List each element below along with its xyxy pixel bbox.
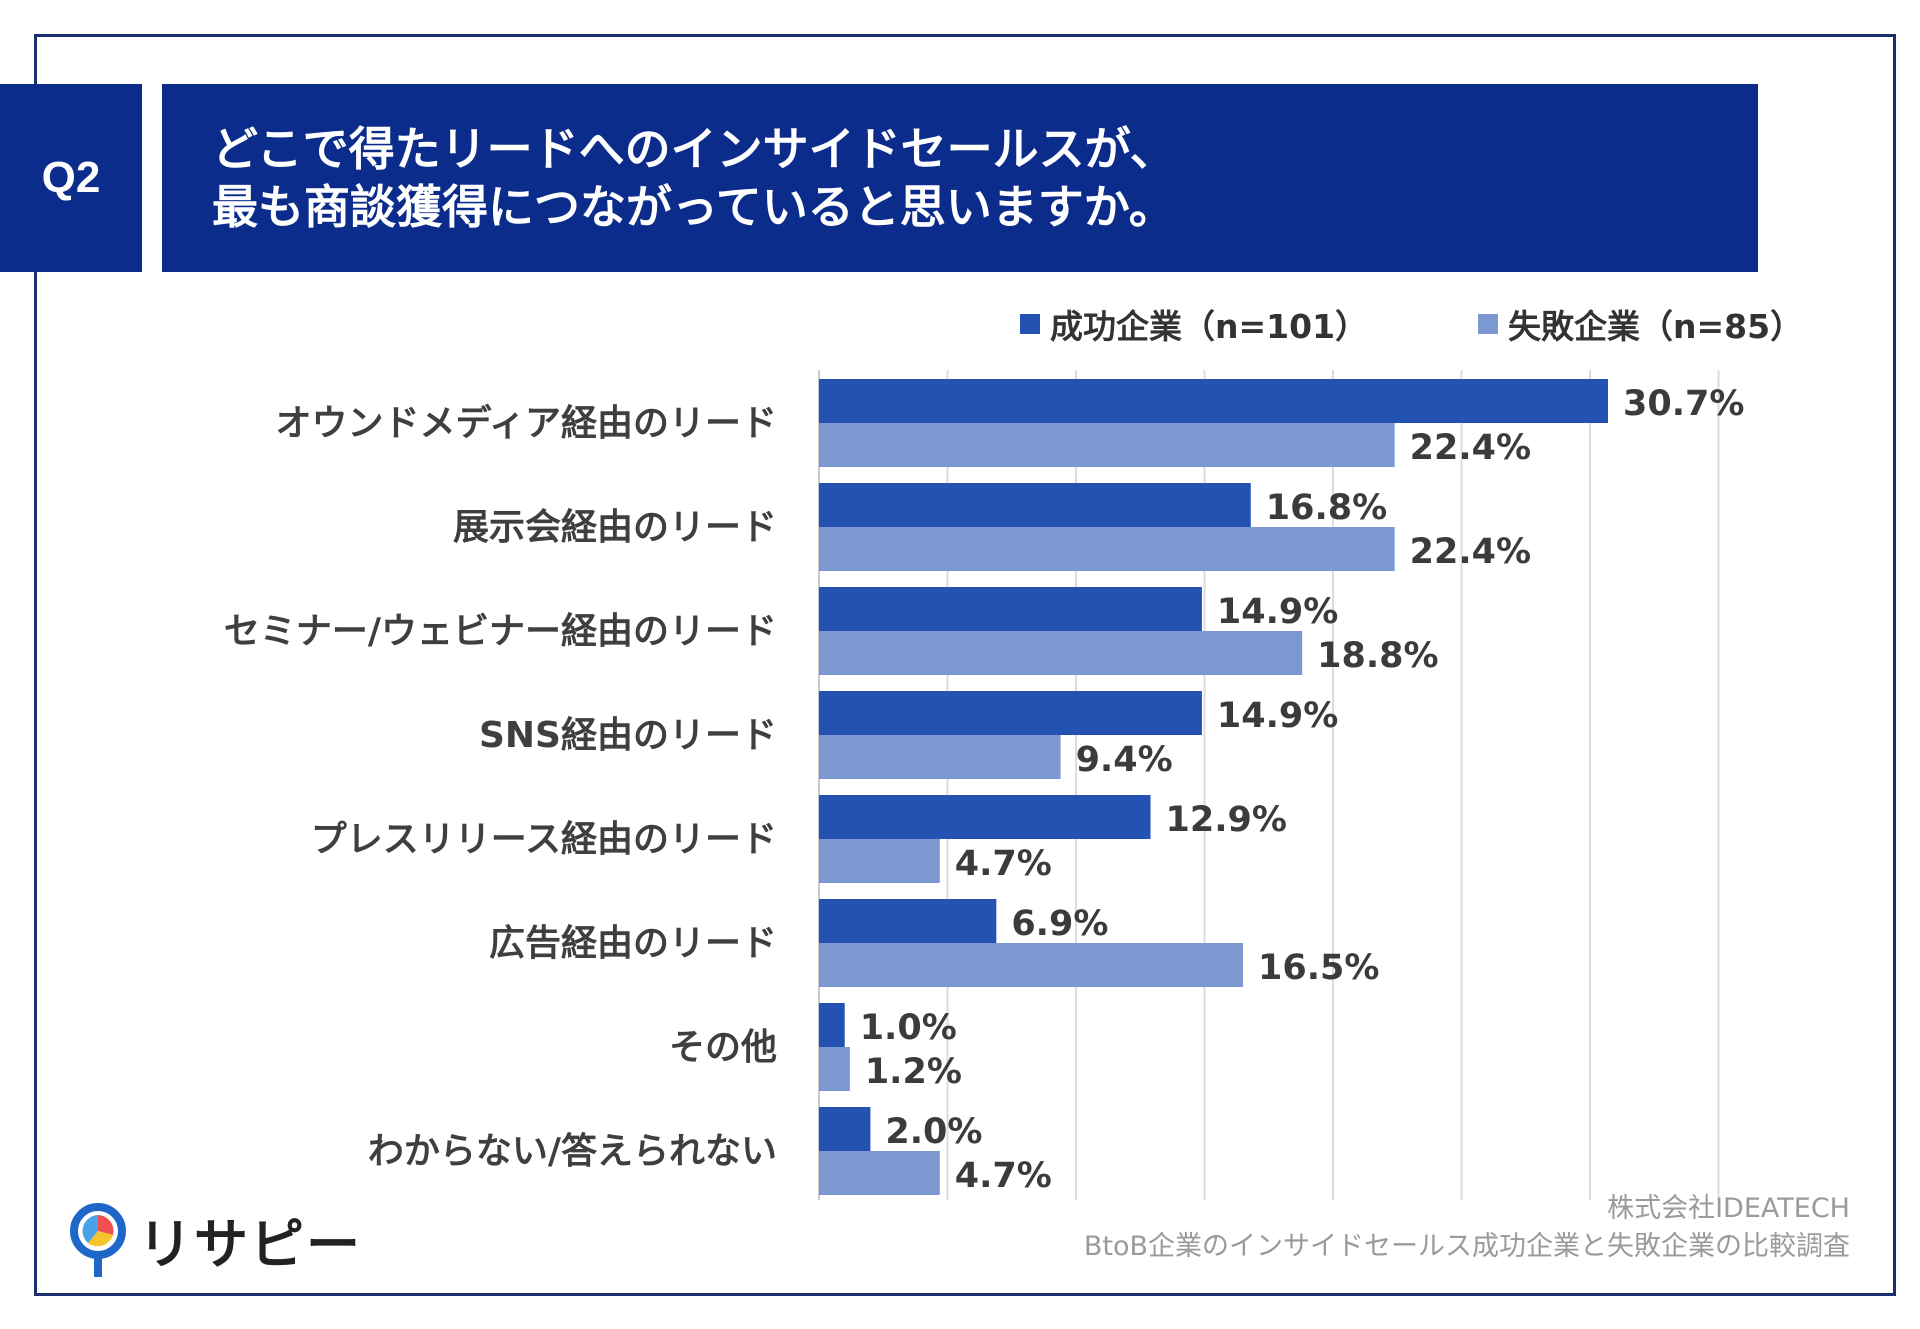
category-label-3: SNS経由のリード xyxy=(479,715,777,756)
data-label-s1-c5: 16.5% xyxy=(1258,948,1379,988)
legend-item-failure: 失敗企業（n=85） xyxy=(1478,300,1803,348)
legend-label-success: 成功企業（n=101） xyxy=(1050,307,1369,346)
bar-s1-c7 xyxy=(819,1151,940,1195)
title-line-2: 最も商談獲得につながっていると思いますか。 xyxy=(212,180,1175,234)
category-label-0: オウンドメディア経由のリード xyxy=(276,402,777,444)
bar-s0-c2 xyxy=(819,587,1202,631)
bar-s1-c3 xyxy=(819,735,1061,779)
source-company: 株式会社IDEATECH xyxy=(1607,1193,1850,1224)
source-note: 株式会社IDEATECH BtoB企業のインサイドセールス成功企業と失敗企業の比… xyxy=(1084,1190,1850,1266)
bar-s1-c5 xyxy=(819,943,1244,987)
bar-s0-c4 xyxy=(819,795,1151,839)
bar-s0-c3 xyxy=(819,691,1202,735)
logo-text: リサピー xyxy=(138,1213,362,1276)
bar-s0-c0 xyxy=(819,379,1608,423)
question-badge: Q2 xyxy=(0,84,142,272)
legend-item-success: 成功企業（n=101） xyxy=(1020,300,1368,348)
question-number: Q2 xyxy=(41,153,101,202)
data-label-s1-c7: 4.7% xyxy=(955,1156,1052,1196)
data-label-s0-c6: 1.0% xyxy=(860,1008,957,1048)
bar-s0-c6 xyxy=(819,1003,845,1047)
data-label-s0-c4: 12.9% xyxy=(1166,800,1287,840)
data-label-s0-c3: 14.9% xyxy=(1217,696,1338,736)
bar-s1-c2 xyxy=(819,631,1303,675)
bar-s1-c4 xyxy=(819,839,940,883)
bar-s0-c5 xyxy=(819,899,997,943)
legend-swatch-failure xyxy=(1478,314,1499,334)
category-label-4: プレスリリース経由のリード xyxy=(311,819,777,860)
data-label-s0-c1: 16.8% xyxy=(1266,488,1387,528)
chart-legend: 成功企業（n=101） 失敗企業（n=85） xyxy=(1020,300,1803,348)
data-label-s0-c5: 6.9% xyxy=(1011,904,1108,944)
data-label-s0-c2: 14.9% xyxy=(1217,592,1338,632)
category-label-6: その他 xyxy=(669,1027,777,1068)
pin-logo-icon xyxy=(70,1202,126,1277)
data-label-s0-c0: 30.7% xyxy=(1623,384,1744,424)
category-label-5: 広告経由のリード xyxy=(489,923,777,964)
data-label-s1-c0: 22.4% xyxy=(1410,428,1531,468)
category-label-1: 展示会経由のリード xyxy=(453,507,777,548)
brand-logo: リサピー xyxy=(68,1200,362,1279)
source-survey: BtoB企業のインサイドセールス成功企業と失敗企業の比較調査 xyxy=(1083,1231,1850,1262)
data-label-s1-c2: 18.8% xyxy=(1317,636,1438,676)
title-banner: どこで得たリードへのインサイドセールスが、 最も商談獲得につながっていると思いま… xyxy=(162,84,1758,272)
data-label-s1-c1: 22.4% xyxy=(1410,532,1531,572)
title-line-1: どこで得たリードへのインサイドセールスが、 xyxy=(212,122,1176,176)
data-label-s1-c3: 9.4% xyxy=(1076,740,1173,780)
outer-frame xyxy=(34,34,1896,1296)
legend-swatch-success xyxy=(1020,314,1040,334)
data-label-s1-c4: 4.7% xyxy=(955,844,1052,884)
bar-s1-c1 xyxy=(819,527,1395,571)
bar-s0-c1 xyxy=(819,483,1251,527)
category-label-7: わからない/答えられない xyxy=(368,1131,777,1172)
bar-s0-c7 xyxy=(819,1107,871,1151)
category-label-2: セミナー/ウェビナー経由のリード xyxy=(224,611,777,652)
data-label-s1-c6: 1.2% xyxy=(865,1052,962,1092)
legend-label-failure: 失敗企業（n=85） xyxy=(1508,307,1804,346)
data-label-s0-c7: 2.0% xyxy=(885,1112,982,1152)
question-title: どこで得たリードへのインサイドセールスが、 最も商談獲得につながっていると思いま… xyxy=(162,120,1176,236)
bar-s1-c0 xyxy=(819,423,1395,467)
bar-s1-c6 xyxy=(819,1047,850,1091)
